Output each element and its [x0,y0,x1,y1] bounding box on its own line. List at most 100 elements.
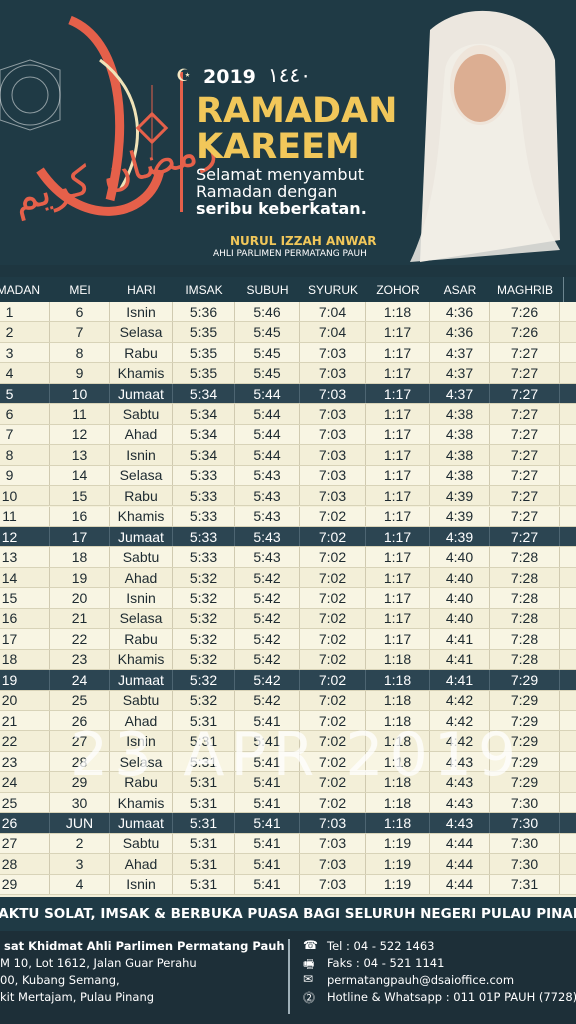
table-cell: 24 [0,772,50,792]
table-cell: 4 [0,363,50,383]
column-header: MAGHRIB [496,282,553,297]
table-cell: 7:03 [300,813,366,833]
table-cell: Ahad [110,854,173,874]
table-cell: 1:17 [366,486,430,506]
table-row: 13 18 Sabtu 5:33 5:43 7:02 1:17 4:40 7:28 [0,547,576,568]
contact-icon: 🖷 [303,957,315,971]
table-cell: 7:03 [300,465,366,486]
table-cell: Jumaat [110,526,173,547]
table-cell: 5:35 [173,342,235,363]
table-cell: 1:17 [366,588,430,608]
table-cell: 7:02 [300,629,366,649]
table-cell: 27 [50,731,110,751]
table-cell: Isnin [110,588,173,608]
table-cell: 5:42 [235,588,300,608]
table-cell: 7:28 [490,608,560,629]
table-cell: 4:42 [430,690,490,710]
watermark: 23 APR 2019 [70,720,523,790]
table-row: 9 14 Selasa 5:33 5:43 7:03 1:17 4:38 7:27 [0,465,576,487]
table-cell: Selasa [110,465,173,486]
table-cell: 7:29 [490,690,560,710]
table-row: 6 11 Sabtu 5:34 5:44 7:03 1:17 4:38 7:27 [0,404,576,425]
table-row: 28 3 Ahad 5:31 5:41 7:03 1:19 4:44 7:30 [0,854,576,875]
table-cell: 7:02 [300,772,366,792]
table-cell: 4 [50,874,110,895]
table-cell: Rabu [110,486,173,506]
position: AHLI PARLIMEN PERMATANG PAUH [213,249,367,259]
table-cell: 5:31 [173,772,235,792]
table-cell: 5:35 [173,322,235,342]
table-cell: 7:31 [490,874,560,895]
table-cell: Sabtu [110,404,173,424]
table-cell: 1:17 [366,363,430,383]
table-cell: 9 [0,465,50,486]
table-cell: 5:31 [173,792,235,813]
table-cell: 4:43 [430,792,490,813]
table-cell: 6 [0,404,50,424]
table-row: 11 16 Khamis 5:33 5:43 7:02 1:17 4:39 7:27 [0,506,576,527]
table-cell: 1:18 [366,731,430,751]
table-cell: 5:44 [235,383,300,404]
table-cell: 5:44 [235,404,300,424]
table-cell: 15 [50,486,110,506]
table-cell: Rabu [110,772,173,792]
table-cell: 5:43 [235,547,300,567]
header-art [0,0,576,265]
table-cell: Isnin [110,302,173,322]
table-cell: 5:31 [173,813,235,833]
table-cell: 4:43 [430,772,490,792]
contact-icon: ☎ [303,938,318,952]
table-cell: 5:32 [173,649,235,670]
table-cell: 25 [0,792,50,813]
table-row: 14 19 Ahad 5:32 5:42 7:02 1:17 4:40 7:28 [0,567,576,589]
greeting-1: Selamat menyambut [196,165,364,184]
name: NURUL IZZAH ANWAR [230,234,377,248]
table-cell: 3 [0,342,50,363]
address-line: sat Khidmat Ahli Parlimen Permatang Pauh [4,939,285,953]
table-row: 25 30 Khamis 5:31 5:41 7:02 1:18 4:43 7:30 [0,792,576,814]
table-cell: 5:45 [235,322,300,342]
table-cell: 1:17 [366,567,430,588]
column-header: SYURUK [307,282,358,297]
table-cell: 5:42 [235,690,300,710]
table-cell: 4:40 [430,588,490,608]
table-cell: 7:29 [490,731,560,751]
table-row: 21 26 Ahad 5:31 5:41 7:02 1:18 4:42 7:29 [0,711,576,732]
table-cell: 7:30 [490,854,560,874]
table-cell: 4:38 [430,424,490,445]
title-1: RAMADAN [196,91,398,131]
table-cell: 19 [0,670,50,690]
table-cell: 7:02 [300,711,366,731]
table-cell: 4:43 [430,751,490,772]
column-header: RAMADAN [0,282,40,297]
table-cell: 5:31 [173,731,235,751]
table-cell: 5:34 [173,424,235,445]
table-cell: 11 [0,506,50,526]
table-cell: 5:44 [235,445,300,465]
table-cell: 1:19 [366,854,430,874]
table-cell: 4:38 [430,404,490,424]
table-cell: 5:42 [235,629,300,649]
greeting-2: Ramadan dengan [196,182,338,201]
table-cell: 7:02 [300,751,366,772]
table-cell: 5:35 [173,363,235,383]
table-cell: 6 [50,302,110,322]
table-cell: 7:04 [300,302,366,322]
column-header: MEI [69,282,91,297]
contact-line: Tel : 04 - 522 1463 [327,939,435,953]
table-cell: 14 [50,465,110,486]
table-row: 1 6 Isnin 5:36 5:46 7:04 1:18 4:36 7:26 [0,302,576,323]
table-cell: 5:41 [235,731,300,751]
contact-line: Faks : 04 - 521 1141 [327,956,445,970]
table-cell: 17 [0,629,50,649]
table-cell: 5:34 [173,445,235,465]
table-cell: 7:27 [490,424,560,445]
table-cell: 1:17 [366,445,430,465]
table-cell: 22 [0,731,50,751]
table-cell: 5:31 [173,874,235,895]
table-cell: 7:26 [490,322,560,342]
column-header: ASAR [443,282,477,297]
table-cell: 4:39 [430,526,490,547]
contact-line: Hotline & Whatsapp : 011 01P PAUH (7728) [327,990,576,1004]
